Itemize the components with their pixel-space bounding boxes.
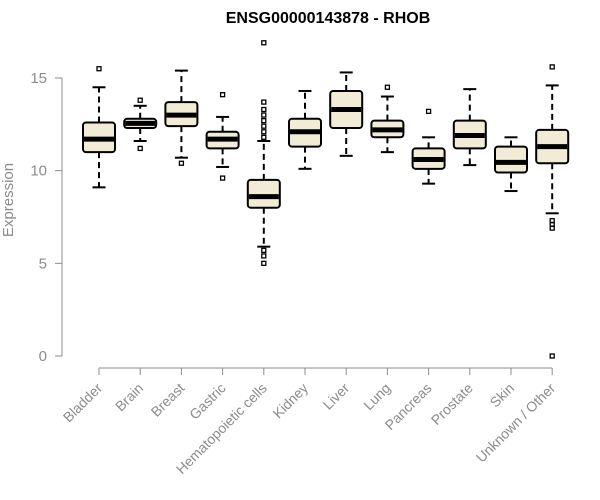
x-tick-label: Skin [487, 380, 518, 411]
boxes-group [82, 40, 570, 359]
outlier-point [219, 92, 226, 98]
x-tick-label: Prostate [428, 380, 476, 428]
box-group [82, 66, 116, 189]
outlier-point [261, 247, 267, 254]
outlier-point [261, 253, 267, 259]
y-axis-label: Expression [0, 163, 17, 237]
y-tick-label: 15 [30, 70, 47, 87]
outlier-point [261, 260, 267, 266]
box-group [452, 88, 487, 167]
outlier-point [137, 145, 143, 152]
outlier-point [384, 84, 391, 90]
box-group [205, 92, 240, 181]
box-group [164, 69, 199, 166]
outlier-point [178, 160, 185, 166]
outlier-point [261, 99, 267, 105]
x-tick-label: Brain [112, 380, 146, 414]
outlier-point [219, 175, 226, 181]
y-axis: 0 5 10 15 [30, 70, 63, 365]
outlier-point [96, 66, 102, 72]
y-tick-label: 10 [30, 163, 47, 180]
box-group [329, 71, 364, 157]
x-tick-label: Lung [360, 380, 393, 413]
outlier-point [549, 353, 555, 359]
outlier-point [137, 97, 143, 103]
box-group [411, 108, 446, 185]
y-tick-label: 5 [39, 255, 47, 272]
outlier-point [261, 123, 267, 129]
box-group [370, 84, 405, 154]
box-group [246, 40, 281, 266]
outlier-point [261, 40, 267, 46]
outlier-point [261, 117, 267, 124]
outlier-point [261, 134, 267, 140]
outlier-point [261, 112, 267, 118]
box-iqr [494, 145, 528, 174]
box-group [123, 97, 158, 152]
box-group [494, 136, 528, 193]
y-tick-label: 0 [39, 348, 47, 365]
x-tick-label: Bladder [60, 380, 106, 426]
box-group [535, 64, 570, 359]
x-tick-label: Liver [320, 380, 353, 413]
box-group [288, 89, 322, 170]
box-iqr [246, 178, 281, 209]
outlier-point [261, 106, 267, 113]
outlier-point [261, 129, 267, 135]
outlier-point [425, 108, 432, 115]
outlier-point [549, 225, 555, 231]
x-tick-label: Breast [148, 380, 188, 420]
x-tick-label: Kidney [270, 380, 312, 422]
chart-title: ENSG00000143878 - RHOB [226, 10, 431, 27]
outlier-point [549, 64, 555, 70]
